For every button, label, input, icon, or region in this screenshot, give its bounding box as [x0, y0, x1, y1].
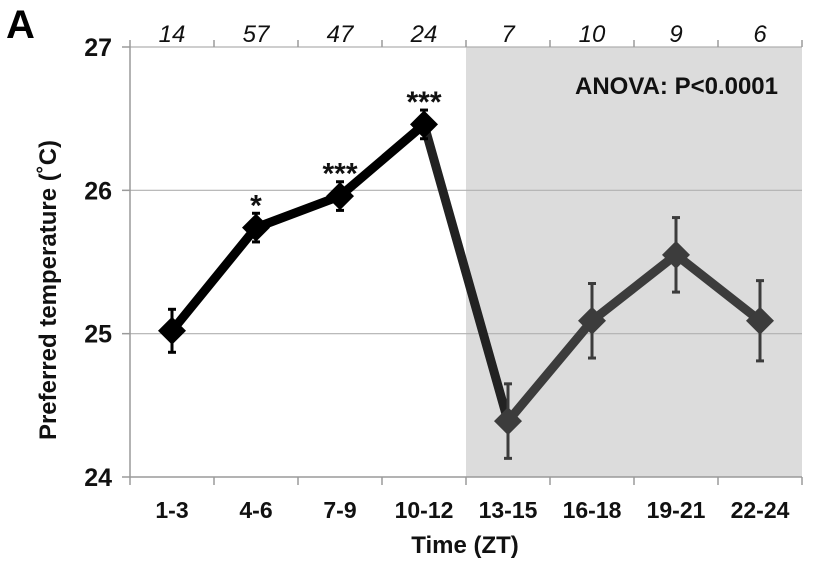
- significance-markers: *******: [250, 86, 442, 222]
- n-label: 7: [501, 21, 516, 48]
- y-tick-label: 27: [84, 34, 112, 62]
- x-tick-label: 22-24: [731, 497, 790, 523]
- n-label: 10: [579, 21, 606, 48]
- data-points: [158, 110, 774, 436]
- data-point: [158, 316, 186, 345]
- series-segment: [419, 119, 513, 426]
- n-label: 47: [327, 21, 355, 48]
- data-point: [494, 407, 522, 436]
- y-tick-label: 24: [84, 464, 112, 492]
- x-axis-title: Time (ZT): [411, 532, 519, 559]
- data-point: [578, 306, 606, 335]
- data-point: [326, 182, 354, 211]
- n-label: 14: [159, 21, 186, 48]
- y-tick-label: 25: [84, 321, 112, 349]
- series-segment: [587, 250, 681, 326]
- n-label: 57: [243, 21, 271, 48]
- anova-annotation: ANOVA: P<0.0001: [575, 73, 778, 100]
- data-point: [242, 213, 270, 242]
- significance-marker: ***: [406, 86, 441, 119]
- series-segment: [503, 316, 597, 426]
- series-segment: [335, 119, 429, 201]
- series-segment: [671, 250, 765, 326]
- x-tick-label: 16-18: [563, 497, 622, 523]
- y-tick-label: 26: [84, 177, 112, 205]
- n-label: 9: [669, 21, 682, 48]
- n-label: 24: [410, 21, 438, 48]
- x-tick-label: 1-3: [155, 497, 188, 523]
- series-lines: [167, 119, 765, 426]
- x-tick-label: 19-21: [647, 497, 706, 523]
- data-point: [410, 110, 438, 139]
- x-tick-label: 10-12: [395, 497, 454, 523]
- significance-marker: *: [250, 189, 262, 222]
- series-segment: [251, 191, 345, 233]
- x-tick-label: 4-6: [239, 497, 272, 523]
- x-tick-label: 7-9: [323, 497, 356, 523]
- data-point: [662, 240, 690, 269]
- y-axis-title: Preferred temperature (˚C): [35, 140, 62, 440]
- series-segment: [167, 223, 261, 336]
- axes: [122, 40, 803, 485]
- n-label: 6: [753, 21, 767, 48]
- sample-size-labels: 14 57 47 24 7 10 9 6: [159, 21, 768, 48]
- tick-labels: 24 25 26 27 1-3 4-6 7-9 10-12 13-15 16-18 19-21 22-…: [84, 34, 789, 523]
- significance-marker: ***: [322, 158, 357, 191]
- data-point: [746, 306, 774, 335]
- panel-label: A: [6, 3, 35, 47]
- x-tick-label: 13-15: [479, 497, 538, 523]
